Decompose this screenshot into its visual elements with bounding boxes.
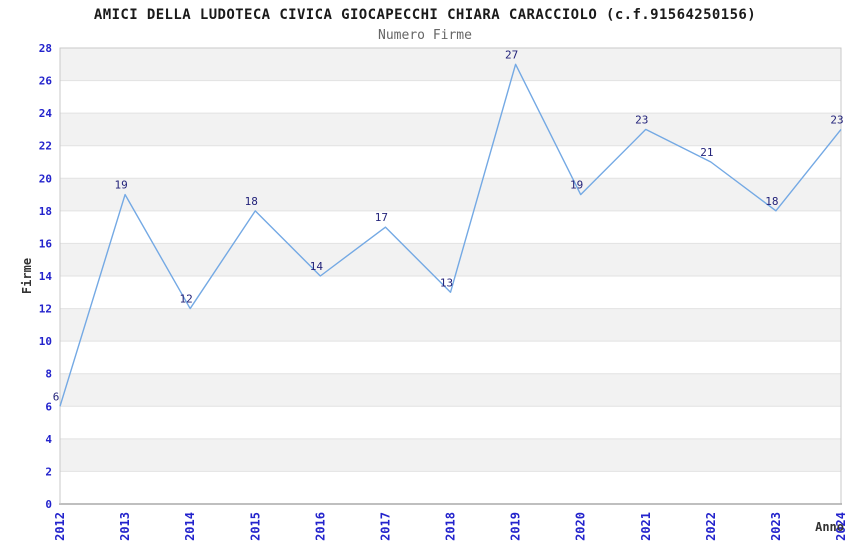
x-axis-title: Anno	[815, 520, 844, 534]
chart-title: AMICI DELLA LUDOTECA CIVICA GIOCAPECCHI …	[93, 7, 757, 23]
y-tick-label: 28	[39, 42, 52, 55]
y-tick-label: 0	[45, 498, 52, 511]
plot-band	[60, 113, 841, 146]
plot-band	[60, 145, 841, 179]
plot-band	[60, 438, 841, 472]
plot-band	[60, 373, 841, 407]
plot-band	[60, 210, 841, 244]
value-label: 14	[310, 260, 324, 273]
plot-band	[60, 471, 841, 504]
y-axis-title: Firme	[20, 258, 34, 294]
value-label: 18	[765, 195, 778, 208]
y-tick-label: 16	[39, 237, 53, 250]
value-label: 18	[245, 195, 258, 208]
x-tick-label: 2015	[248, 512, 262, 541]
value-label: 21	[700, 146, 713, 159]
y-tick-label: 22	[39, 140, 52, 153]
data-line	[59, 63, 842, 407]
plot-band	[60, 243, 841, 276]
plot-band	[60, 48, 841, 81]
y-tick-label: 2	[45, 465, 52, 478]
value-label: 19	[114, 179, 127, 192]
plot-band	[60, 341, 841, 374]
x-tick-label: 2016	[313, 512, 327, 541]
y-tick-label: 18	[39, 205, 52, 218]
x-tick-label: 2024	[834, 512, 848, 541]
plot-band	[60, 406, 841, 439]
y-tick-label: 12	[39, 303, 52, 316]
x-tick-label: 2017	[378, 512, 392, 541]
x-tick-label: 2012	[53, 512, 67, 541]
x-tick-label: 2021	[639, 512, 653, 541]
y-tick-label: 14	[39, 270, 53, 283]
x-tick-label: 2019	[509, 512, 523, 541]
value-label: 27	[505, 48, 518, 61]
y-tick-label: 6	[45, 400, 52, 413]
value-label: 6	[53, 390, 60, 403]
x-tick-label: 2023	[769, 512, 783, 541]
chart-subtitle: Numero Firme	[378, 28, 472, 43]
plot-band	[60, 80, 841, 114]
value-label: 13	[440, 276, 453, 289]
y-tick-label: 8	[45, 368, 52, 381]
value-label: 17	[375, 211, 388, 224]
x-tick-label: 2020	[574, 512, 588, 541]
x-tick-label: 2018	[444, 512, 458, 541]
x-tick-label: 2013	[118, 512, 132, 541]
value-label: 12	[180, 293, 193, 306]
plot-band	[60, 178, 841, 211]
value-label: 19	[570, 179, 583, 192]
x-tick-label: 2022	[704, 512, 718, 541]
plot-band	[60, 308, 841, 342]
y-tick-label: 24	[39, 107, 53, 120]
y-tick-label: 26	[39, 75, 53, 88]
y-tick-label: 10	[39, 335, 52, 348]
value-label: 23	[830, 113, 843, 126]
x-tick-label: 2014	[183, 512, 197, 541]
y-tick-label: 4	[45, 433, 52, 446]
value-label: 23	[635, 113, 648, 126]
y-tick-label: 20	[39, 172, 52, 185]
